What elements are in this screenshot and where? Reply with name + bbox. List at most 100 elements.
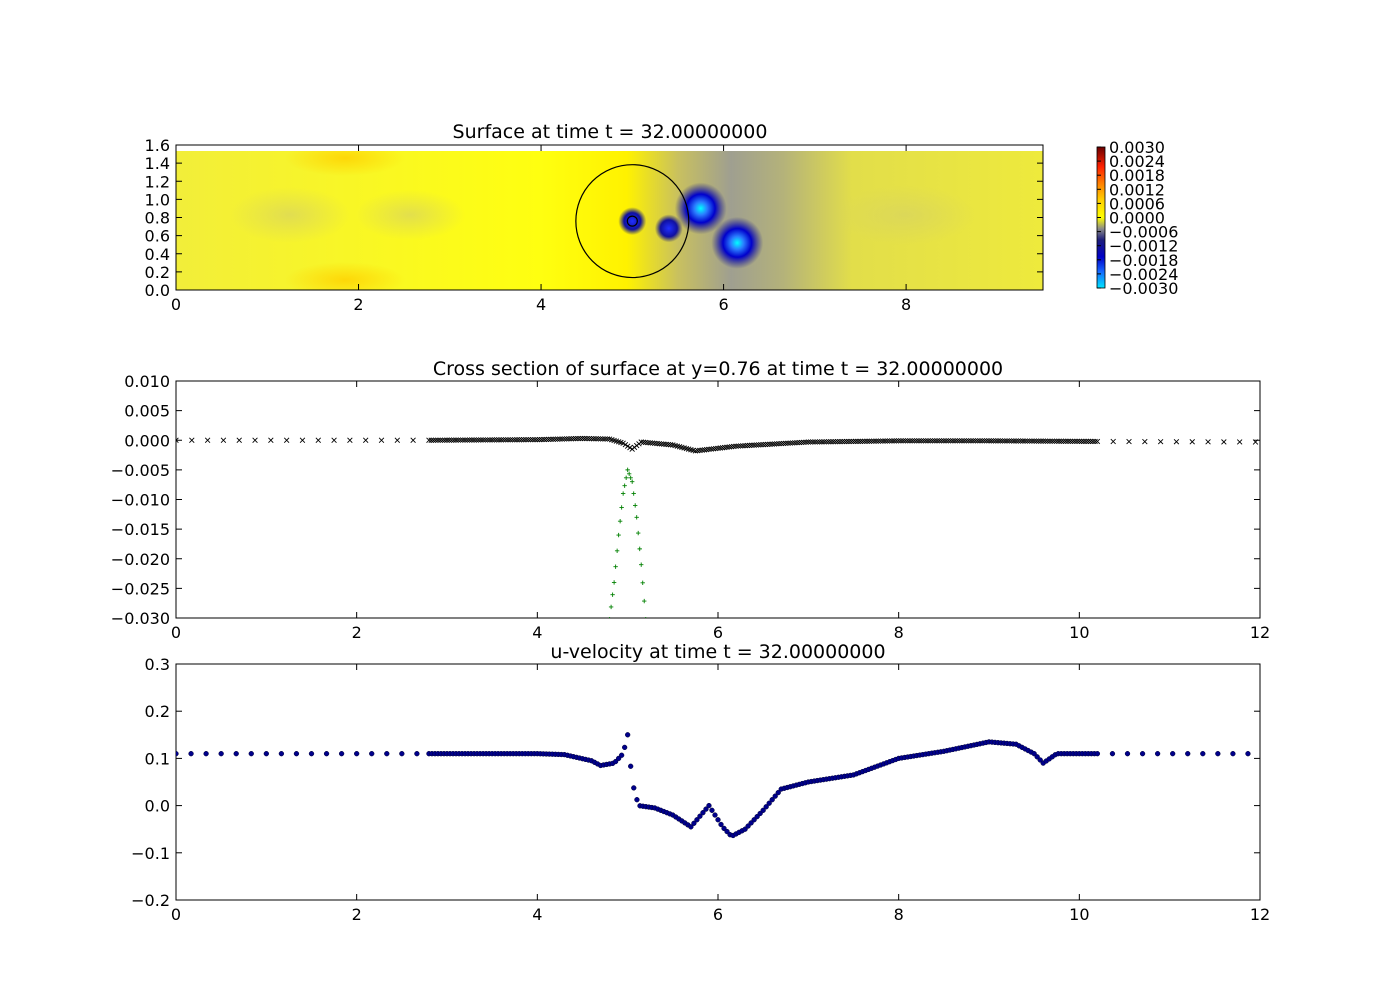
velocity-point [233, 751, 239, 757]
cross-section-point-x [1157, 438, 1164, 445]
cross-section-point-x [554, 436, 561, 442]
cross-section-point-x [715, 445, 721, 452]
cross-section-point-x [1033, 438, 1040, 444]
velocity-point [715, 817, 721, 823]
cross-section-point-x [543, 436, 550, 443]
cross-section-title: Cross section of surface at y=0.76 at ti… [433, 358, 1003, 380]
cross-section-ytick-label: −0.020 [111, 550, 170, 569]
velocity-point [1215, 751, 1221, 757]
cross-section-point-x [1002, 438, 1008, 444]
velocity-panel: u-velocity at time t = 32.00000000 0 2 4 6 8… [131, 641, 1270, 924]
cross-section-point-x [703, 446, 710, 453]
cross-section-point-x [536, 436, 543, 443]
cross-section-point-x [974, 438, 981, 444]
velocity-point [724, 828, 730, 835]
cross-section-point-x [428, 437, 434, 443]
velocity-ytick-label: −0.2 [131, 891, 170, 910]
cross-section-point-x [460, 437, 466, 443]
cross-section-point-x [981, 438, 988, 444]
cross-section-point-x [189, 437, 195, 443]
cross-section-point-x [708, 446, 714, 452]
cross-section-point-x [850, 438, 857, 445]
cross-section-point-x [735, 443, 742, 449]
colorbar-tick-label: 0.0000 [1109, 209, 1165, 228]
velocity-point [721, 825, 727, 832]
cross-section-point-x [776, 440, 782, 447]
cross-section-point-x [724, 444, 730, 450]
velocity-axes-ticks: 0 2 4 6 8 10 12 0.3 0.2 0.1 0.0 −0.1 −0.2 [131, 655, 1270, 924]
velocity-ytick-label: 0.1 [145, 749, 170, 768]
cross-section-point-x [848, 438, 854, 445]
cross-section-point-x [862, 438, 868, 445]
velocity-title: u-velocity at time t = 32.00000000 [550, 641, 885, 663]
cross-section-point-x [749, 442, 755, 448]
heatmap-feature [711, 216, 764, 269]
cross-section-point-x [451, 437, 457, 443]
cross-section-point-x [410, 437, 416, 443]
cross-section-point-x [972, 438, 979, 444]
cross-section-point-x [500, 437, 507, 443]
cross-section-point-x [1031, 438, 1037, 444]
cross-section-xtick-label: 10 [1069, 623, 1089, 642]
cross-section-point-x [814, 439, 821, 445]
heatmap-field [176, 145, 1043, 290]
velocity-point [1230, 751, 1236, 757]
cross-section-point-x [394, 437, 401, 443]
velocity-point [1170, 751, 1176, 757]
cross-section-point-x [855, 438, 861, 445]
velocity-point [754, 813, 760, 820]
cross-section-point-x [970, 438, 976, 444]
cross-section-point-x [954, 438, 961, 444]
velocity-point [248, 751, 254, 757]
velocity-point [742, 826, 748, 832]
cross-section-point-x [731, 443, 737, 450]
cross-section-point-x [737, 443, 744, 449]
cross-section-ytick-label: −0.015 [111, 520, 170, 539]
cross-section-point-x [839, 438, 845, 445]
cross-section-point-x [950, 438, 956, 444]
cross-section-point-x [810, 439, 816, 445]
cross-section-point-x [1040, 438, 1046, 444]
cross-section-point-x [512, 437, 518, 443]
cross-section-point-x [1221, 439, 1227, 445]
cross-section-point-x [864, 438, 870, 444]
cross-section-point-plus [629, 479, 635, 484]
cross-section-point-x [652, 440, 658, 447]
cross-section-point-x [760, 441, 766, 448]
surface-xtick-label: 2 [353, 295, 363, 314]
heatmap-feature [654, 214, 683, 243]
colorbar-tick-label: −0.0018 [1109, 251, 1178, 270]
cross-section-point-x [701, 447, 708, 453]
colorbar-tick-label: 0.0018 [1109, 166, 1165, 185]
cross-section-point-x [841, 438, 848, 445]
velocity-point [1154, 751, 1161, 757]
cross-section-point-x [871, 438, 877, 444]
cross-section-point-plus [639, 562, 644, 567]
colorbar-tick-label: 0.0030 [1109, 138, 1165, 157]
surface-xtick-label: 8 [901, 295, 911, 314]
velocity-point [748, 820, 754, 826]
cross-section-point-x [920, 438, 927, 444]
velocity-ytick-label: 0.0 [145, 797, 170, 816]
cross-section-point-plus [622, 483, 627, 488]
cross-section-point-x [1094, 438, 1101, 445]
cross-section-point-x [584, 435, 590, 442]
cross-section-point-x [457, 437, 464, 443]
cross-section-point-x [733, 443, 739, 449]
cross-section-point-plus [619, 505, 624, 510]
cross-section-point-x [283, 437, 290, 443]
cross-section-point-x [968, 438, 974, 444]
cross-section-point-x [1087, 438, 1094, 445]
velocity-point [697, 813, 703, 819]
cross-section-point-x [1015, 438, 1022, 444]
cross-section-point-x [1011, 438, 1017, 444]
cross-section-point-x [566, 436, 572, 442]
cross-section-point-x [643, 439, 649, 446]
cross-section-point-plus [642, 598, 647, 604]
cross-section-point-x [514, 437, 520, 443]
cross-section-point-x [828, 439, 834, 445]
cross-section-point-x [545, 436, 552, 443]
cross-section-point-x [830, 438, 836, 445]
velocity-point [338, 751, 345, 757]
heatmap-cool-region [835, 185, 975, 245]
